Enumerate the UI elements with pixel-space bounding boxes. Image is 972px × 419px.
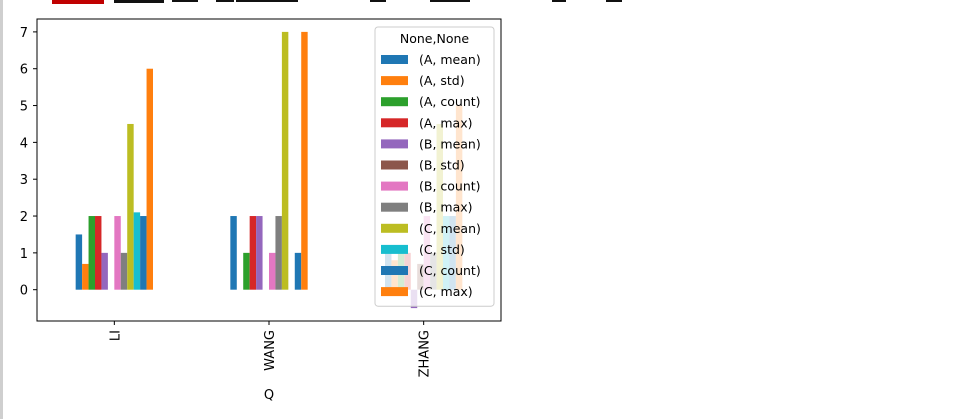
- header-fragment: [172, 0, 198, 2]
- legend-entry-label: (A, std): [419, 73, 465, 88]
- legend-swatch: [381, 97, 408, 107]
- x-axis-label: Q: [264, 388, 274, 403]
- legend-entry-label: (C, std): [419, 242, 465, 257]
- bar-c-max-wang: [301, 31, 308, 290]
- y-tick-label: 1: [20, 247, 28, 262]
- x-tick-label: LI: [108, 330, 123, 341]
- legend-swatch: [381, 160, 408, 170]
- y-tick-label: 5: [20, 100, 28, 115]
- legend-swatch: [381, 181, 408, 191]
- x-tick-label: ZHANG: [418, 330, 433, 377]
- legend-entry-label: (C, mean): [419, 221, 481, 236]
- y-tick-label: 7: [20, 26, 28, 41]
- bar-c-mean-wang: [281, 31, 289, 290]
- bar-c-max-li: [146, 68, 153, 290]
- legend-swatch: [381, 139, 408, 149]
- legend-entry-label: (C, max): [419, 284, 473, 299]
- bar-a-max-li: [95, 216, 102, 290]
- bar-b-mean-wang: [256, 216, 263, 290]
- y-tick-label: 4: [20, 136, 28, 151]
- header-fragment: [216, 0, 234, 2]
- y-tick-label: 3: [20, 173, 28, 188]
- legend-entry-label: (B, std): [419, 158, 465, 173]
- legend-swatch: [381, 287, 408, 297]
- bar-a-std-li: [82, 263, 89, 290]
- header-fragment: [236, 0, 298, 2]
- window-left-border: [0, 0, 3, 419]
- legend-swatch: [381, 118, 408, 128]
- y-tick-label: 0: [20, 284, 28, 299]
- x-tick-label: WANG: [263, 330, 278, 371]
- header-fragment: [370, 0, 386, 2]
- legend-entry-label: (B, count): [419, 179, 481, 194]
- legend-entry-label: (A, max): [419, 115, 473, 130]
- header-fragment-red: [52, 0, 104, 4]
- legend-swatch: [381, 244, 408, 254]
- bar-a-max-wang: [249, 216, 257, 290]
- legend-swatch: [381, 202, 408, 212]
- legend-entry-label: (B, max): [419, 200, 473, 215]
- header-fragment: [606, 0, 622, 2]
- bar-a-count-wang: [243, 252, 250, 290]
- bar-c-count-wang: [294, 252, 302, 290]
- bar-b-count-wang: [269, 252, 276, 290]
- bar-a-mean-li: [75, 234, 83, 290]
- bar-c-mean-li: [127, 123, 134, 290]
- header-fragment: [552, 0, 566, 2]
- y-tick-label: 6: [20, 63, 28, 78]
- header-fragment: [114, 0, 164, 3]
- bar-b-max-wang: [275, 216, 282, 290]
- bar-b-max-li: [120, 252, 128, 290]
- bar-a-count-li: [88, 216, 95, 290]
- legend-entry-label: (B, mean): [419, 136, 481, 151]
- y-tick-label: 2: [20, 210, 28, 225]
- bar-c-count-li: [140, 216, 147, 290]
- legend-swatch: [381, 55, 408, 64]
- legend-entry-label: (A, count): [419, 94, 481, 109]
- legend-swatch: [381, 223, 408, 233]
- bar-a-mean-wang: [230, 216, 237, 290]
- legend-entry-label: (A, mean): [419, 52, 481, 67]
- legend: None,None (A, mean) (A, std) (A, count) (A, …: [374, 26, 495, 307]
- bar-b-count-li: [114, 216, 121, 290]
- legend-entry-label: (C, count): [419, 263, 481, 278]
- header-fragment: [430, 0, 470, 2]
- legend-swatch: [381, 76, 408, 86]
- legend-title: None,None: [400, 31, 470, 46]
- bar-c-std-li: [133, 212, 141, 290]
- cropped-header-text: [0, 0, 972, 6]
- legend-swatch: [381, 266, 408, 275]
- legend-box: [374, 26, 495, 307]
- bar-b-mean-li: [101, 252, 108, 290]
